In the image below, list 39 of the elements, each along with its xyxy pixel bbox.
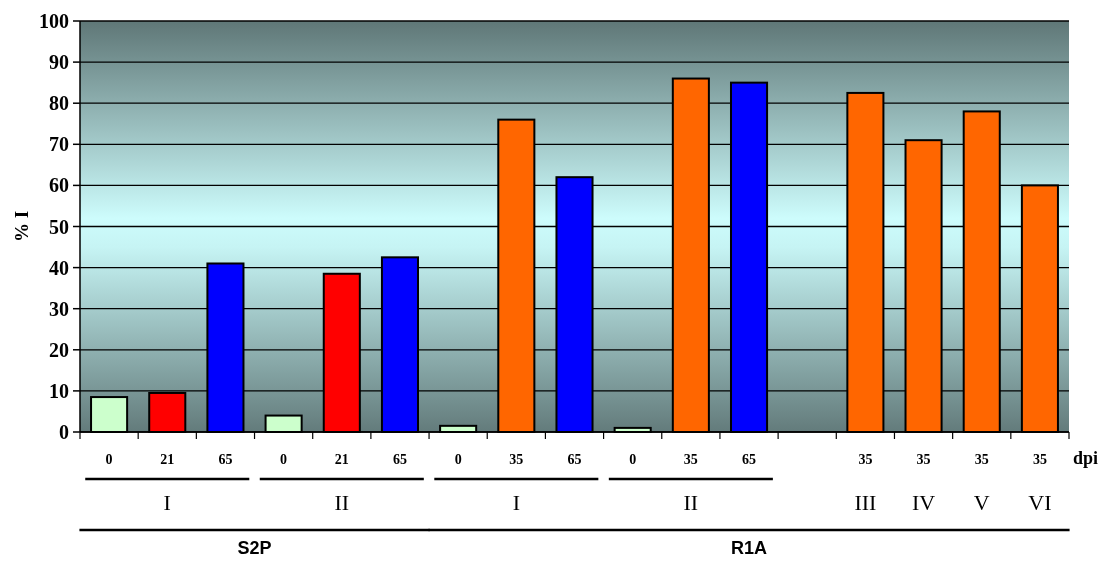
text: I <box>512 490 520 515</box>
text: II <box>334 490 350 515</box>
y-axis-title: % I <box>11 210 32 243</box>
x-tick-label: 21 <box>334 452 349 467</box>
x-tick-label: 0 <box>629 452 637 467</box>
y-tick-label: 10 <box>49 379 69 402</box>
x-axis-title: dpi <box>1073 448 1099 468</box>
y-tick-label: 20 <box>49 338 69 361</box>
y-tick-label: 80 <box>49 92 69 115</box>
y-tick-label: 0 <box>59 421 69 443</box>
text: S2P <box>237 538 272 558</box>
y-tick-label: 100 <box>39 10 69 32</box>
text: I <box>163 490 171 515</box>
text: VI <box>1028 490 1052 515</box>
y-tick-label: 60 <box>49 174 69 197</box>
text: IV <box>911 490 936 515</box>
x-tick-label: 0 <box>105 452 113 467</box>
x-tick-label: 0 <box>454 452 462 467</box>
text: V <box>973 490 990 515</box>
x-tick-label: 65 <box>567 452 582 467</box>
x-tick-label: 65 <box>218 452 233 467</box>
x-tick-label: 65 <box>742 452 757 467</box>
x-tick-label: 35 <box>974 452 989 467</box>
x-tick-label: 65 <box>392 452 407 467</box>
y-tick-label: 50 <box>49 215 69 238</box>
x-tick-label: 35 <box>1032 452 1047 467</box>
text: III <box>854 490 877 515</box>
y-tick-label: 90 <box>49 51 69 74</box>
y-tick-label: 30 <box>49 297 69 320</box>
text: R1A <box>731 538 768 558</box>
x-tick-label: 35 <box>858 452 873 467</box>
x-tick-label: 35 <box>509 452 524 467</box>
x-tick-label: 21 <box>160 452 175 467</box>
x-tick-label: 35 <box>916 452 931 467</box>
x-tick-label: 0 <box>280 452 288 467</box>
x-tick-label: 35 <box>683 452 698 467</box>
y-tick-label: 70 <box>49 133 69 156</box>
y-tick-label: 40 <box>49 256 69 279</box>
text: II <box>683 490 699 515</box>
